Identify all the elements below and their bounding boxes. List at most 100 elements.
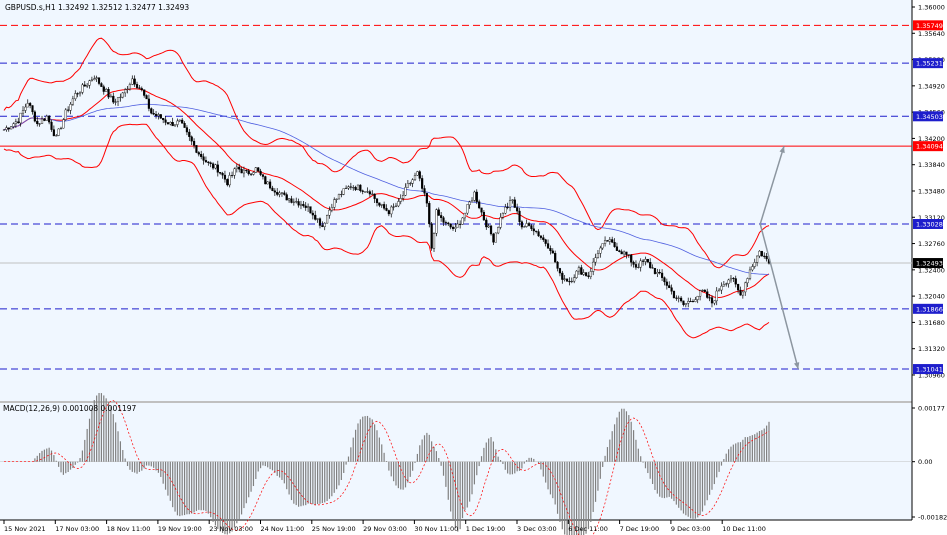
y-tick-label: 1.32400: [918, 266, 945, 274]
candle-body: [88, 80, 91, 86]
candle-body: [646, 258, 649, 263]
candle-body: [677, 297, 680, 299]
candle-body: [549, 248, 552, 252]
candle-body: [95, 77, 98, 79]
candle-body: [373, 193, 376, 199]
x-tick-label: 6 Dec 11:00: [568, 525, 608, 533]
candle-body: [235, 166, 238, 170]
candle-body: [440, 215, 443, 218]
y-tick-label: 1.36000: [918, 4, 945, 12]
y-tick-label: 1.31320: [918, 345, 945, 353]
candle-body: [758, 250, 761, 257]
candle-body: [573, 277, 576, 282]
candle-body: [361, 190, 364, 192]
candle-body: [283, 192, 286, 195]
levels-layer: [0, 24, 912, 370]
candle-body: [233, 168, 236, 176]
candle-body: [494, 232, 497, 243]
candle-body: [159, 114, 162, 119]
candle-body: [584, 272, 588, 276]
candle-body: [188, 131, 191, 137]
candle-body: [449, 223, 452, 228]
candle-body: [713, 300, 716, 304]
candle-body: [90, 79, 94, 81]
candle-body: [295, 201, 298, 203]
y-tick-label: 1.35640: [918, 30, 945, 38]
candle-body: [544, 239, 547, 244]
candle-body: [644, 258, 647, 262]
candle-body: [314, 214, 317, 220]
candle-body: [147, 98, 151, 109]
candle-body: [371, 193, 374, 195]
level-label: 1.35231: [916, 60, 943, 68]
candle-body: [45, 115, 48, 121]
candle-body: [432, 232, 436, 249]
candle-body: [349, 186, 352, 188]
candle-body: [603, 240, 607, 244]
candle-body: [708, 297, 711, 299]
candle-body: [145, 95, 148, 100]
candle-body: [183, 123, 186, 128]
candle-body: [722, 284, 725, 287]
x-tick-label: 18 Nov 11:00: [107, 525, 151, 533]
candle-body: [580, 267, 583, 275]
candle-body: [33, 111, 36, 122]
candle-body: [499, 217, 502, 228]
candle-body: [511, 199, 514, 201]
candle-body: [715, 290, 718, 302]
candle-body: [200, 153, 203, 157]
candle-body: [345, 187, 348, 189]
candle-body: [140, 88, 143, 90]
candle-body: [390, 206, 393, 215]
candle-body: [76, 93, 79, 95]
candle-body: [696, 295, 699, 300]
candle-body: [613, 242, 616, 247]
candle-body: [615, 246, 619, 251]
candle-body: [459, 223, 462, 225]
candle-body: [197, 152, 200, 155]
candle-body: [209, 162, 212, 164]
macd-layer: [0, 393, 912, 535]
candle-body: [430, 223, 433, 249]
candle-body: [565, 278, 569, 282]
x-tick-label: 15 Nov 2021: [4, 525, 46, 533]
candle-body: [297, 201, 300, 206]
candle-body: [268, 181, 272, 189]
candle-body: [2, 129, 6, 131]
candle-body: [406, 183, 409, 188]
candle-body: [658, 272, 661, 274]
candle-body: [487, 225, 490, 228]
candle-body: [273, 190, 276, 193]
y-tick-label: 1.32040: [918, 293, 945, 301]
candle-body: [166, 122, 170, 125]
candle-body: [173, 124, 177, 127]
symbol-info: GBPUSD.s,H1 1.32492 1.32512 1.32477 1.32…: [5, 3, 189, 12]
candle-body: [276, 192, 279, 195]
candle-body: [138, 87, 141, 89]
candle-body: [634, 264, 638, 268]
x-tick-label: 29 Nov 03:00: [363, 525, 407, 533]
candle-body: [207, 161, 210, 163]
y-tick-label: 1.33480: [918, 187, 945, 195]
candle-body: [485, 219, 488, 228]
candle-body: [611, 239, 614, 243]
candle-body: [532, 228, 535, 232]
candle-body: [128, 84, 132, 90]
candle-body: [259, 170, 262, 175]
candle-body: [561, 272, 564, 280]
level-label-box: [913, 303, 943, 314]
candle-body: [537, 231, 540, 237]
arrow-head: [779, 146, 785, 154]
candle-body: [342, 188, 345, 195]
candle-body: [527, 223, 531, 226]
level-label: 1.31041: [916, 366, 943, 374]
candle-body: [456, 223, 459, 228]
candle-body: [601, 243, 604, 249]
candle-body: [323, 222, 326, 227]
arrow-head: [793, 362, 800, 370]
candle-body: [321, 225, 324, 227]
x-tick-label: 7 Dec 19:00: [620, 525, 660, 533]
x-tick-label: 9 Dec 03:00: [671, 525, 711, 533]
candle-body: [247, 170, 250, 175]
